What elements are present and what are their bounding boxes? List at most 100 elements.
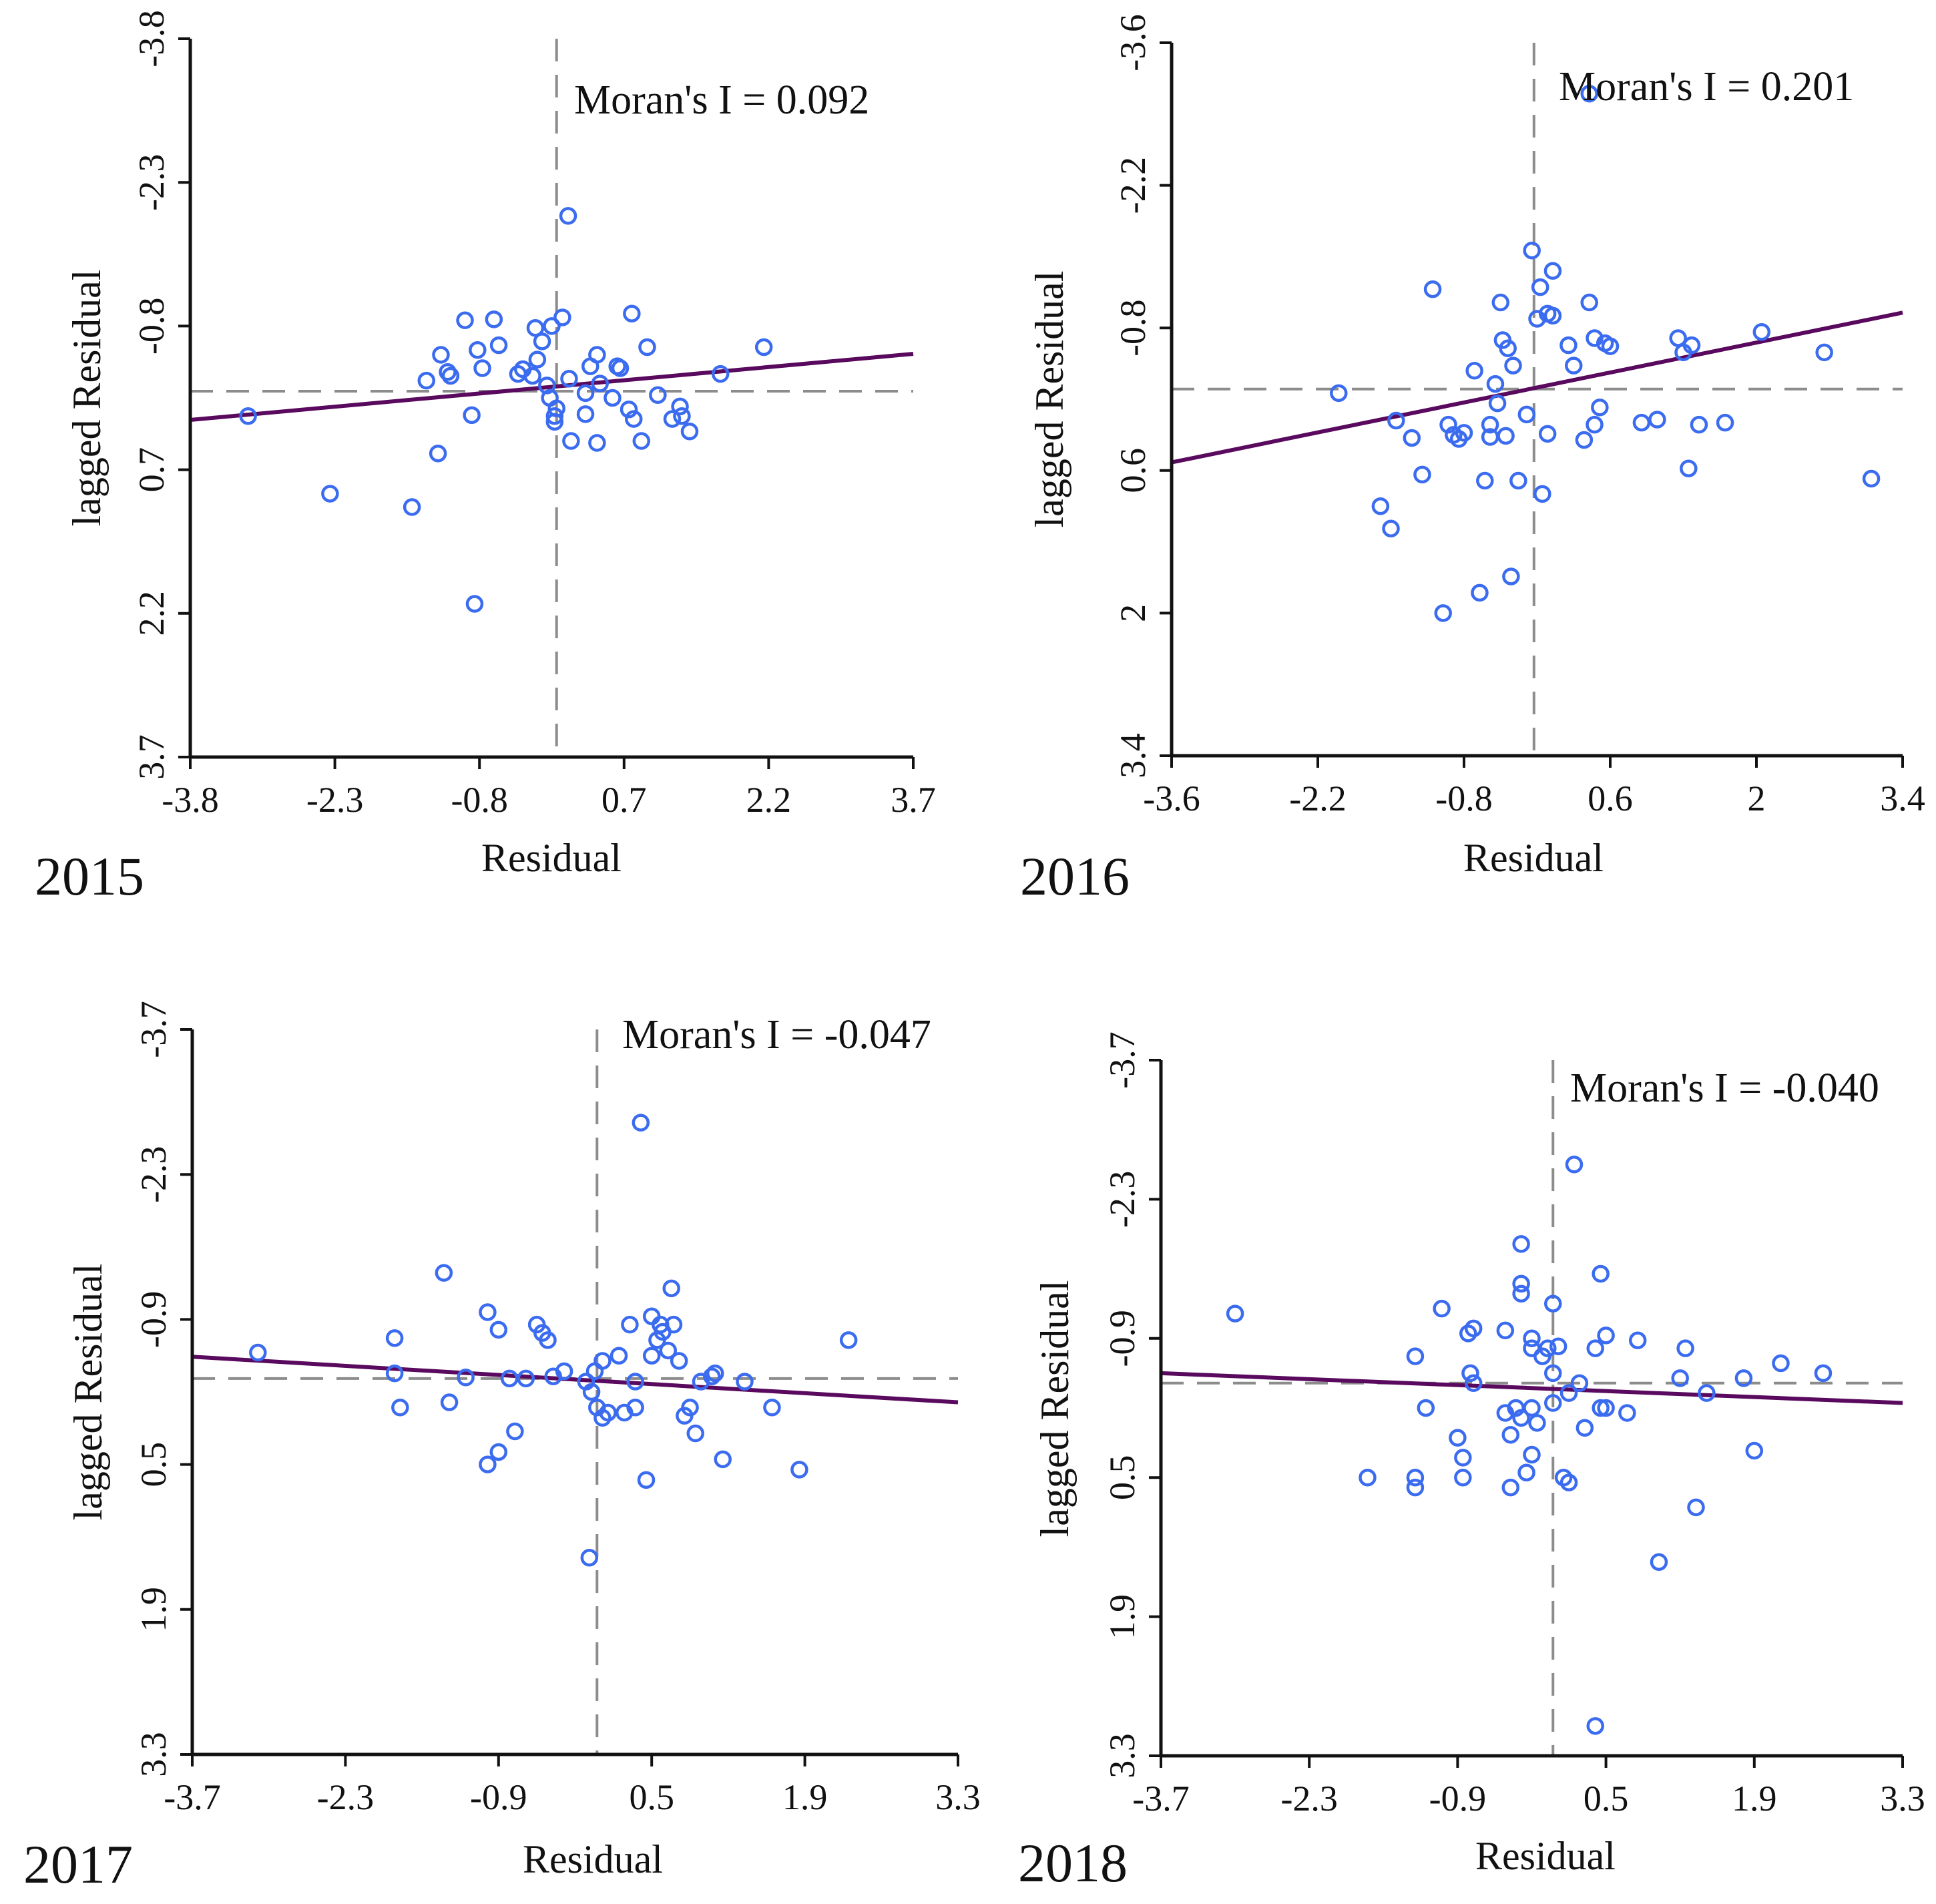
data-point [489, 1321, 508, 1339]
data-point [711, 365, 730, 383]
data-point [1499, 339, 1517, 357]
data-point [1671, 1369, 1689, 1387]
y-tick-label: -0.9 [1102, 1310, 1142, 1367]
x-tick-label: 0.5 [629, 1777, 674, 1817]
data-point [839, 1331, 858, 1349]
data-point [1359, 1468, 1377, 1487]
data-point [1465, 362, 1483, 380]
x-tick-label: -3.6 [1143, 778, 1200, 818]
data-point [659, 1341, 678, 1360]
reference-lines [192, 1029, 958, 1754]
x-tick-label: -2.3 [306, 780, 363, 820]
data-point [1517, 1463, 1535, 1482]
x-tick-label: 3.3 [1880, 1778, 1925, 1819]
data-point [1543, 1364, 1562, 1383]
data-point [763, 1399, 781, 1417]
y-tick-label: -3.8 [132, 10, 172, 67]
data-point [539, 1331, 557, 1349]
y-tick-label: -3.7 [1102, 1031, 1142, 1088]
reference-lines [1161, 1060, 1903, 1756]
data-point [603, 389, 622, 407]
panel-2018: -3.7 -2.3 -0.9 0.5 1.9 3.3-3.7-2.3-0.90.51.93… [1018, 1031, 1925, 1893]
data-point [463, 406, 481, 425]
data-point [440, 1393, 459, 1411]
data-point [1406, 1468, 1425, 1487]
morans-i-label: Moran's I = -0.040 [1570, 1065, 1879, 1111]
data-point [626, 1399, 644, 1417]
data-point [649, 386, 667, 404]
data-point [1476, 471, 1494, 490]
x-tick-label: -0.8 [451, 780, 507, 820]
axes: -3.7 -2.3 -0.9 0.5 1.9 3.3-3.7-2.3-0.90.51.93… [1102, 1031, 1925, 1819]
data-point [1464, 1319, 1483, 1338]
data-point [1680, 459, 1698, 477]
fit-line [192, 1355, 959, 1405]
data-point [1772, 1354, 1790, 1373]
data-point [1580, 293, 1598, 312]
x-tick-label: 0.7 [601, 780, 647, 820]
x-tick-label: 0.6 [1588, 778, 1633, 818]
data-point [663, 410, 682, 428]
y-tick-label: -2.3 [1102, 1171, 1142, 1228]
data-point [1226, 1304, 1244, 1323]
data-point [432, 346, 450, 364]
data-point [642, 1307, 661, 1325]
reference-lines [1172, 43, 1903, 756]
data-point [1512, 1274, 1530, 1293]
x-tick-label: -0.9 [470, 1777, 527, 1817]
data-point [526, 319, 545, 337]
data-point [593, 1352, 612, 1370]
data-point [610, 1347, 628, 1365]
data-point [1575, 431, 1594, 449]
axes: -3.7 -2.3 -0.9 0.5 1.9 3.3-3.7-2.3-0.90.51.93… [134, 1001, 981, 1817]
data-point [1509, 471, 1527, 490]
data-point [403, 498, 421, 516]
data-point [588, 434, 606, 452]
data-point [1330, 384, 1348, 403]
data-point [580, 1548, 599, 1567]
data-point [1687, 1498, 1705, 1517]
data-point [457, 1369, 475, 1387]
y-tick-label: 0.5 [134, 1442, 174, 1487]
scatter-points [1330, 85, 1881, 622]
data-point [621, 1315, 639, 1334]
data-point [1502, 567, 1520, 585]
x-axis-label: Residual [1475, 1834, 1616, 1878]
morans-i-label: Moran's I = 0.092 [574, 77, 869, 123]
data-point [1676, 1339, 1694, 1357]
data-point [545, 407, 564, 425]
data-point [1815, 343, 1833, 362]
year-label: 2017 [23, 1834, 133, 1895]
x-tick-label: -3.7 [164, 1777, 220, 1817]
data-point [517, 1369, 535, 1388]
data-point [1559, 336, 1578, 354]
data-point [1618, 1404, 1636, 1422]
data-point [385, 1329, 404, 1347]
data-point [623, 304, 641, 322]
y-axis-label: lagged Residual [65, 270, 109, 527]
axes: -3.6 -2.2 -0.8 0.6 2 3.4-3.6-2.2-0.80.623.4 [1113, 14, 1925, 818]
data-point [1648, 411, 1666, 429]
data-point [1371, 497, 1390, 515]
data-point [1716, 413, 1734, 432]
data-point [1417, 1399, 1435, 1417]
data-point [489, 336, 508, 354]
data-point [1387, 411, 1405, 430]
data-point [545, 413, 564, 431]
data-point [1597, 1327, 1615, 1345]
x-tick-label: -2.3 [317, 1777, 374, 1817]
data-point [1592, 1399, 1610, 1417]
data-point [591, 375, 609, 393]
y-tick-label: 1.9 [1102, 1594, 1142, 1640]
data-point [1413, 465, 1431, 484]
data-point [385, 1364, 404, 1383]
data-point [560, 370, 578, 388]
data-point [624, 410, 643, 428]
data-point [479, 1303, 497, 1321]
data-point [1559, 1384, 1578, 1402]
data-point [1497, 427, 1515, 445]
data-point [1434, 604, 1452, 622]
data-point [553, 308, 571, 326]
data-point [555, 1362, 573, 1381]
data-point [500, 1369, 519, 1388]
